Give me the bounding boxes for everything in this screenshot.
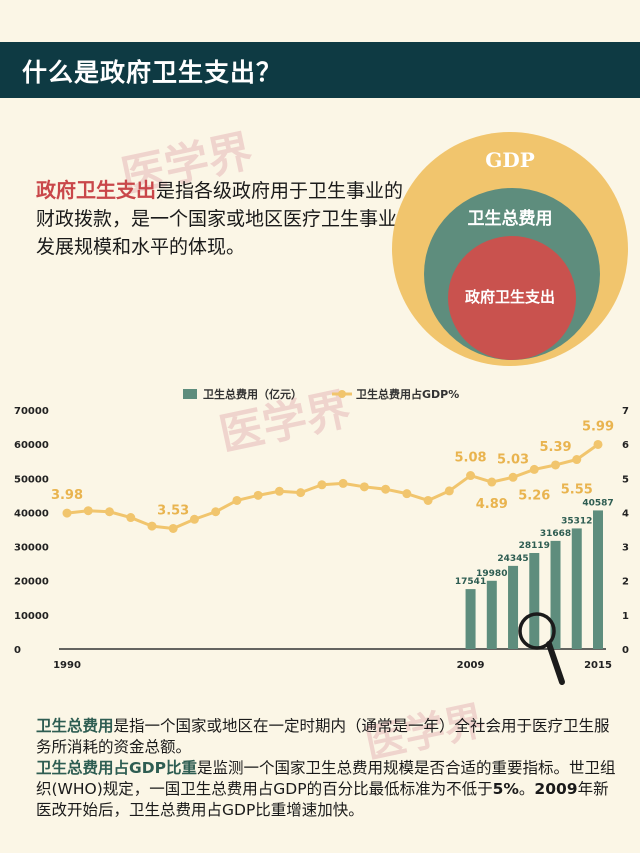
line-point: [423, 495, 433, 505]
line-data-label: 3.53: [157, 503, 189, 518]
expenditure-chart: 卫生总费用（亿元） 卫生总费用占GDP% 0 10000 20000 30000 40000…: [0, 380, 640, 700]
bar: [486, 580, 497, 649]
line-data-label: 3.98: [51, 488, 83, 503]
bar: [508, 565, 519, 649]
health-expenditure-label: 卫生总费用: [467, 209, 553, 229]
y-left-tick-label: 60000: [14, 440, 49, 451]
y-left-tick-label: 40000: [14, 508, 49, 519]
line-data-label: 4.89: [476, 497, 508, 512]
y-right-tick-label: 0: [622, 645, 629, 656]
y-right-tick-label: 7: [622, 406, 629, 417]
y-right-tick-label: 3: [622, 543, 629, 554]
bar-value-label: 24345: [497, 554, 528, 564]
line-data-label: 5.03: [497, 452, 529, 467]
bar-value-label: 28119: [519, 541, 550, 551]
header-bar: 什么是政府卫生支出？: [0, 42, 640, 98]
y-right-tick-label: 1: [622, 611, 629, 622]
y-right-tick-label: 4: [622, 508, 629, 519]
bar-value-label: 35312: [561, 516, 592, 526]
bar: [593, 510, 603, 649]
line-point: [126, 513, 136, 523]
line-point: [253, 490, 263, 500]
line-point: [529, 464, 539, 474]
y-right-tick-label: 5: [622, 474, 629, 485]
x-tick-label: 2015: [584, 660, 612, 671]
y-left-tick-label: 30000: [14, 543, 49, 554]
bar: [529, 552, 540, 649]
standard-term: 卫生总费用占GDP比重: [36, 759, 197, 777]
line-data-label: 5.26: [518, 488, 550, 503]
intro-text: 政府卫生支出是指各级政府用于卫生事业的财政拨款，是一个国家或地区医疗卫生事业发展…: [36, 176, 406, 261]
bar: [571, 528, 582, 649]
line-data-label: 5.08: [455, 451, 487, 466]
reform-year: 2009: [534, 780, 578, 798]
line-point: [572, 455, 582, 465]
legend-swatch-bars: [183, 389, 197, 399]
line-point: [211, 507, 221, 517]
magnifier-handle: [546, 641, 565, 685]
definition-term: 卫生总费用: [36, 717, 114, 735]
standard-body: 是监测一个国家卫生总费用规模是否合适的重要指标。世卫组织(WHO)规定，一国卫生…: [36, 759, 616, 798]
line-point: [551, 460, 561, 470]
gdp-label: GDP: [485, 148, 535, 172]
y-left-tick-label: 70000: [14, 406, 49, 417]
magnifier-icon: [518, 612, 556, 650]
y-right-tick-label: 6: [622, 440, 629, 451]
line-point: [402, 489, 412, 499]
line-point: [381, 484, 391, 494]
legend-swatch-dot: [338, 390, 346, 398]
chart-svg: 卫生总费用（亿元） 卫生总费用占GDP% 0 10000 20000 30000 40000…: [14, 387, 629, 685]
legend-label-bars: 卫生总费用（亿元）: [203, 387, 302, 401]
line-point: [317, 480, 327, 490]
y-left-tick-label: 0: [14, 645, 21, 656]
bar-value-label: 19980: [476, 569, 507, 579]
reform-note: 年新医改开始后，卫生总费用占GDP比重增速加快。: [36, 780, 609, 819]
line-point: [508, 472, 518, 482]
y-left-tick-label: 20000: [14, 577, 49, 588]
standard-paragraph: 卫生总费用占GDP比重是监测一个国家卫生总费用规模是否合适的重要指标。世卫组织(…: [36, 758, 616, 821]
line-point: [466, 471, 476, 481]
line-point: [83, 506, 93, 516]
legend-label-line: 卫生总费用占GDP%: [356, 387, 459, 401]
line-data-label: 5.39: [539, 440, 571, 455]
line-point: [338, 478, 348, 488]
bar-value-label: 17541: [455, 577, 486, 587]
line-point: [168, 523, 178, 533]
x-tick-label: 2009: [457, 660, 485, 671]
venn-diagram: GDP 卫生总费用 政府卫生支出: [392, 132, 628, 366]
line-point: [274, 486, 284, 496]
line-point: [147, 521, 157, 531]
line-point: [444, 486, 454, 496]
standard-percent: 5%: [492, 780, 519, 798]
line-point: [232, 495, 242, 505]
standard-punct: 。: [518, 780, 535, 798]
bar: [550, 540, 561, 649]
definition-paragraph: 卫生总费用是指一个国家或地区在一定时期内（通常是一年）全社会用于医疗卫生服务所消…: [36, 716, 616, 758]
y-right-tick-label: 2: [622, 577, 629, 588]
government-expenditure-circle: [448, 236, 576, 360]
line-point: [62, 508, 72, 518]
y-left-tick-label: 10000: [14, 611, 49, 622]
bar-value-label: 40587: [582, 498, 613, 508]
bottom-text: 卫生总费用是指一个国家或地区在一定时期内（通常是一年）全社会用于医疗卫生服务所消…: [36, 716, 616, 821]
line-point: [593, 439, 603, 449]
line-data-label: 5.99: [582, 419, 614, 434]
line-data-label: 5.55: [561, 483, 593, 498]
intro-highlight: 政府卫生支出: [36, 178, 156, 202]
bar: [465, 589, 476, 649]
line-point: [359, 482, 369, 492]
y-left-tick-label: 50000: [14, 474, 49, 485]
intro-body: 是指各级政府用于卫生事业的财政拨款，是一个国家或地区医疗卫生事业发展规模和水平的…: [36, 180, 404, 258]
page-title: 什么是政府卫生支出？: [22, 58, 283, 87]
line-point: [104, 507, 114, 517]
bar-value-label: 31668: [540, 529, 571, 539]
government-expenditure-label: 政府卫生支出: [464, 288, 555, 306]
definition-body: 是指一个国家或地区在一定时期内（通常是一年）全社会用于医疗卫生服务所消耗的资金总…: [36, 717, 610, 756]
line-point: [487, 477, 497, 487]
x-tick-label: 1990: [53, 660, 81, 671]
line-point: [189, 514, 199, 524]
line-point: [296, 488, 306, 498]
